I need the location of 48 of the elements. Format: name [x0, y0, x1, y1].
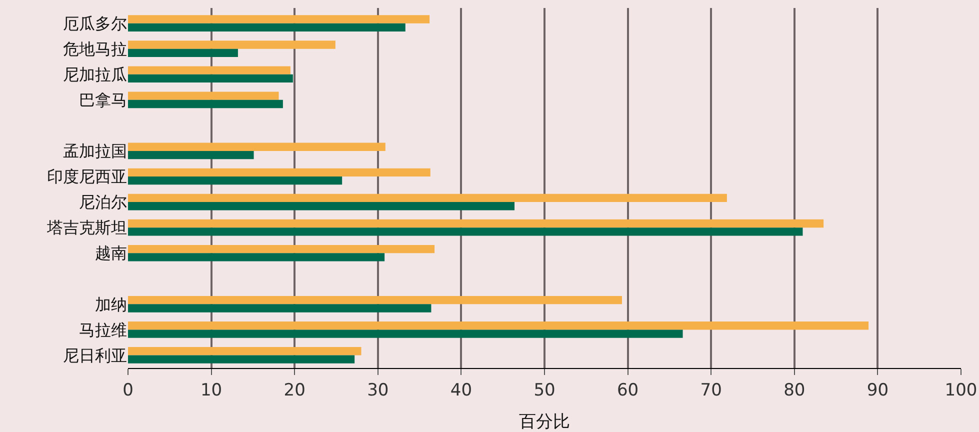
x-tick-label: 60: [616, 380, 639, 400]
x-tick-label: 10: [200, 380, 222, 400]
bar: [128, 202, 515, 210]
y-tick-label: 加纳: [95, 294, 127, 314]
bar: [128, 74, 293, 83]
bar: [128, 100, 283, 108]
bar: [128, 176, 342, 185]
bar: [128, 347, 362, 356]
y-tick-label: 尼日利亚: [63, 346, 127, 365]
bar: [128, 23, 406, 32]
y-tick-label: 马拉维: [79, 320, 127, 340]
x-tick-label: 0: [122, 380, 134, 400]
y-tick-label: 巴拿马: [79, 90, 127, 110]
bar: [128, 244, 435, 254]
bar: [128, 219, 824, 228]
bar: [128, 194, 727, 202]
bar: [128, 330, 683, 338]
bar: [128, 40, 336, 49]
y-tick-label: 塔吉克斯坦: [46, 218, 127, 238]
bar: [128, 296, 622, 304]
bar: [128, 142, 386, 151]
y-tick-label: 尼加拉瓜: [63, 64, 127, 84]
bar: [128, 48, 238, 58]
y-tick-label: 越南: [95, 244, 127, 263]
bar: [128, 15, 430, 24]
bar: [128, 228, 803, 236]
bar: [128, 253, 385, 262]
bar: [128, 66, 290, 74]
y-tick-label: 危地马拉: [63, 39, 127, 58]
x-tick-label: 20: [284, 380, 306, 400]
bar: [128, 355, 355, 364]
bar: [128, 150, 254, 160]
y-tick-label: 印度尼西亚: [47, 167, 127, 186]
x-tick-label: 70: [700, 380, 722, 400]
x-axis-title: 百分比: [519, 412, 570, 432]
x-tick-label: 30: [367, 380, 389, 400]
y-tick-label: 孟加拉国: [63, 142, 127, 161]
y-tick-label: 厄瓜多尔: [63, 14, 127, 33]
bar: [128, 304, 432, 312]
bar: [128, 168, 430, 177]
x-tick-label: 40: [450, 380, 472, 400]
bar: [128, 92, 279, 100]
x-tick-label: 50: [534, 380, 556, 400]
bar: [128, 322, 869, 330]
x-tick-label: 90: [866, 380, 889, 400]
y-tick-label: 尼泊尔: [79, 192, 127, 212]
x-tick-label: 100: [944, 380, 978, 400]
x-tick-label: 80: [784, 380, 806, 400]
